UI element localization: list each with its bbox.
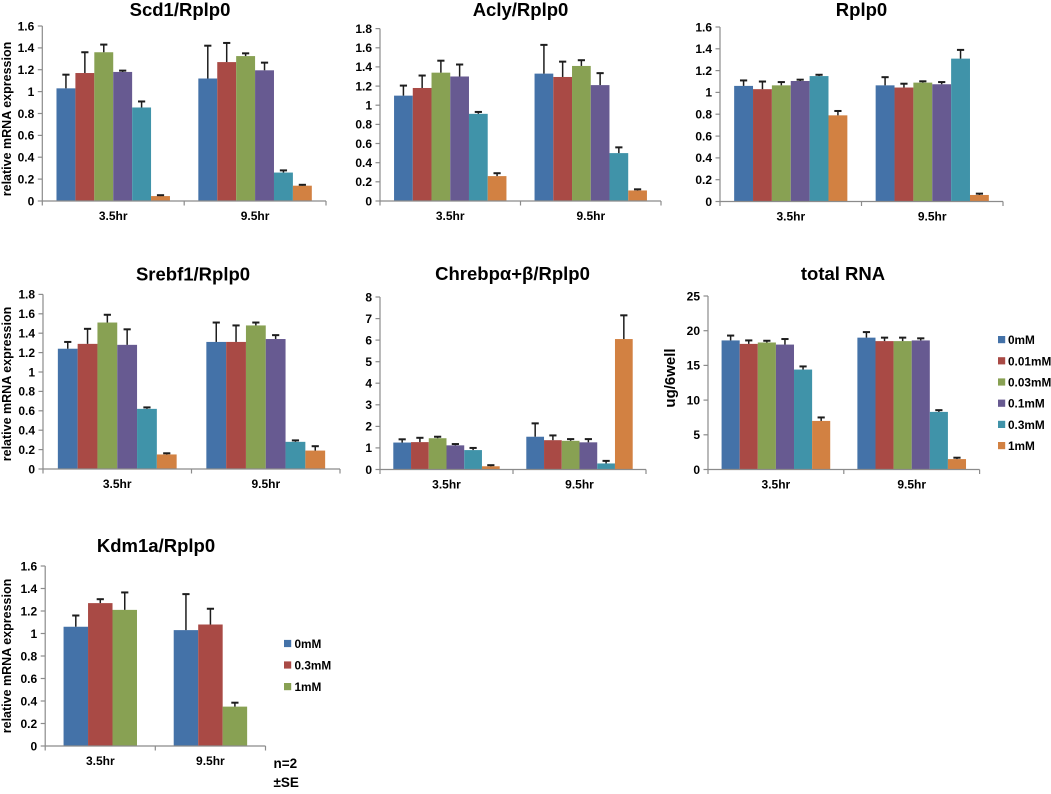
svg-text:0: 0 [365,194,372,208]
svg-text:0.6: 0.6 [695,129,712,143]
svg-text:1.4: 1.4 [695,42,712,56]
svg-text:Kdm1a/Rplp0: Kdm1a/Rplp0 [97,535,215,556]
svg-text:0.2: 0.2 [695,173,712,187]
svg-text:n=2: n=2 [274,756,298,771]
svg-text:9.5hr: 9.5hr [576,209,605,223]
svg-text:9.5hr: 9.5hr [918,210,947,224]
svg-text:1.4: 1.4 [355,60,372,74]
svg-text:Chrebpα+β/Rplp0: Chrebpα+β/Rplp0 [435,263,590,284]
svg-text:±SE: ±SE [274,775,299,790]
svg-text:6: 6 [365,333,372,347]
svg-text:3.5hr: 3.5hr [99,209,128,223]
svg-text:0.2: 0.2 [21,717,38,731]
svg-text:0.6: 0.6 [18,404,35,418]
svg-text:5: 5 [693,428,700,442]
svg-text:0.03mM: 0.03mM [1008,376,1051,390]
svg-text:0.01mM: 0.01mM [1008,354,1051,368]
svg-text:0.4: 0.4 [18,424,35,438]
svg-text:2: 2 [365,420,372,434]
svg-text:relative mRNA expression: relative mRNA expression [0,579,14,733]
svg-text:1.4: 1.4 [18,327,35,341]
svg-text:1: 1 [31,627,38,641]
svg-text:0.1mM: 0.1mM [1008,397,1045,411]
svg-text:1.2: 1.2 [695,64,712,78]
svg-text:1.6: 1.6 [695,20,712,34]
svg-text:10: 10 [687,393,701,407]
svg-text:3.5hr: 3.5hr [762,478,791,492]
svg-text:5: 5 [365,355,372,369]
svg-text:3.5hr: 3.5hr [776,210,805,224]
svg-text:7: 7 [365,312,372,326]
svg-text:0: 0 [28,462,35,476]
svg-text:1: 1 [28,85,35,99]
svg-text:9.5hr: 9.5hr [251,477,280,491]
svg-text:0.4: 0.4 [21,694,38,708]
svg-text:1: 1 [365,99,372,113]
svg-text:0: 0 [705,195,712,209]
svg-text:9.5hr: 9.5hr [565,478,594,492]
svg-text:0.2: 0.2 [18,172,35,186]
svg-text:1: 1 [365,441,372,455]
svg-text:1.2: 1.2 [355,79,372,93]
svg-text:3.5hr: 3.5hr [86,754,115,768]
svg-text:1.2: 1.2 [21,604,38,618]
svg-text:15: 15 [687,359,701,373]
svg-text:1mM: 1mM [295,680,322,694]
svg-text:0.2: 0.2 [355,175,372,189]
svg-text:0.8: 0.8 [21,649,38,663]
svg-text:1.6: 1.6 [18,307,35,321]
svg-text:relative mRNA expression: relative mRNA expression [0,42,14,196]
svg-text:0.3mM: 0.3mM [295,659,332,673]
svg-text:Srebf1/Rplp0: Srebf1/Rplp0 [136,264,250,285]
svg-text:Acly/Rplp0: Acly/Rplp0 [473,0,569,20]
svg-text:Rplp0: Rplp0 [836,0,887,20]
svg-text:0.8: 0.8 [18,107,35,121]
svg-text:1.2: 1.2 [18,63,35,77]
svg-text:1.2: 1.2 [18,346,35,360]
svg-text:9.5hr: 9.5hr [241,209,270,223]
svg-text:1.6: 1.6 [355,41,372,55]
svg-text:0: 0 [31,739,38,753]
svg-text:1.4: 1.4 [18,41,35,55]
svg-text:0.4: 0.4 [355,156,372,170]
svg-text:1.6: 1.6 [18,19,35,33]
svg-text:ug/6well: ug/6well [662,348,679,407]
svg-text:9.5hr: 9.5hr [897,478,926,492]
svg-text:0.6: 0.6 [18,129,35,143]
svg-text:0: 0 [28,194,35,208]
svg-text:0.8: 0.8 [18,385,35,399]
svg-text:0.8: 0.8 [695,108,712,122]
svg-text:1.4: 1.4 [21,582,38,596]
svg-text:9.5hr: 9.5hr [196,754,225,768]
svg-text:1: 1 [705,86,712,100]
svg-text:total RNA: total RNA [801,263,885,284]
svg-text:0.6: 0.6 [21,672,38,686]
svg-text:0.4: 0.4 [18,151,35,165]
svg-text:4: 4 [365,377,372,391]
svg-text:0: 0 [693,463,700,477]
svg-text:8: 8 [365,290,372,304]
svg-text:1.8: 1.8 [18,288,35,302]
svg-text:0: 0 [365,463,372,477]
svg-text:1mM: 1mM [1008,439,1035,453]
svg-text:Scd1/Rplp0: Scd1/Rplp0 [130,0,231,20]
svg-text:relative mRNA expression: relative mRNA expression [0,307,14,461]
svg-text:0.6: 0.6 [355,137,372,151]
svg-text:0.4: 0.4 [695,151,712,165]
svg-text:1.8: 1.8 [355,22,372,36]
svg-text:3: 3 [365,398,372,412]
svg-text:0mM: 0mM [1008,333,1035,347]
svg-text:1: 1 [28,365,35,379]
svg-text:0.2: 0.2 [18,443,35,457]
svg-text:25: 25 [687,289,701,303]
svg-text:3.5hr: 3.5hr [103,477,132,491]
svg-text:0.8: 0.8 [355,118,372,132]
svg-text:1.6: 1.6 [21,559,38,573]
svg-text:3.5hr: 3.5hr [436,209,465,223]
svg-text:0mM: 0mM [295,637,322,651]
svg-text:3.5hr: 3.5hr [432,478,461,492]
svg-text:0.3mM: 0.3mM [1008,418,1045,432]
svg-text:20: 20 [687,324,701,338]
